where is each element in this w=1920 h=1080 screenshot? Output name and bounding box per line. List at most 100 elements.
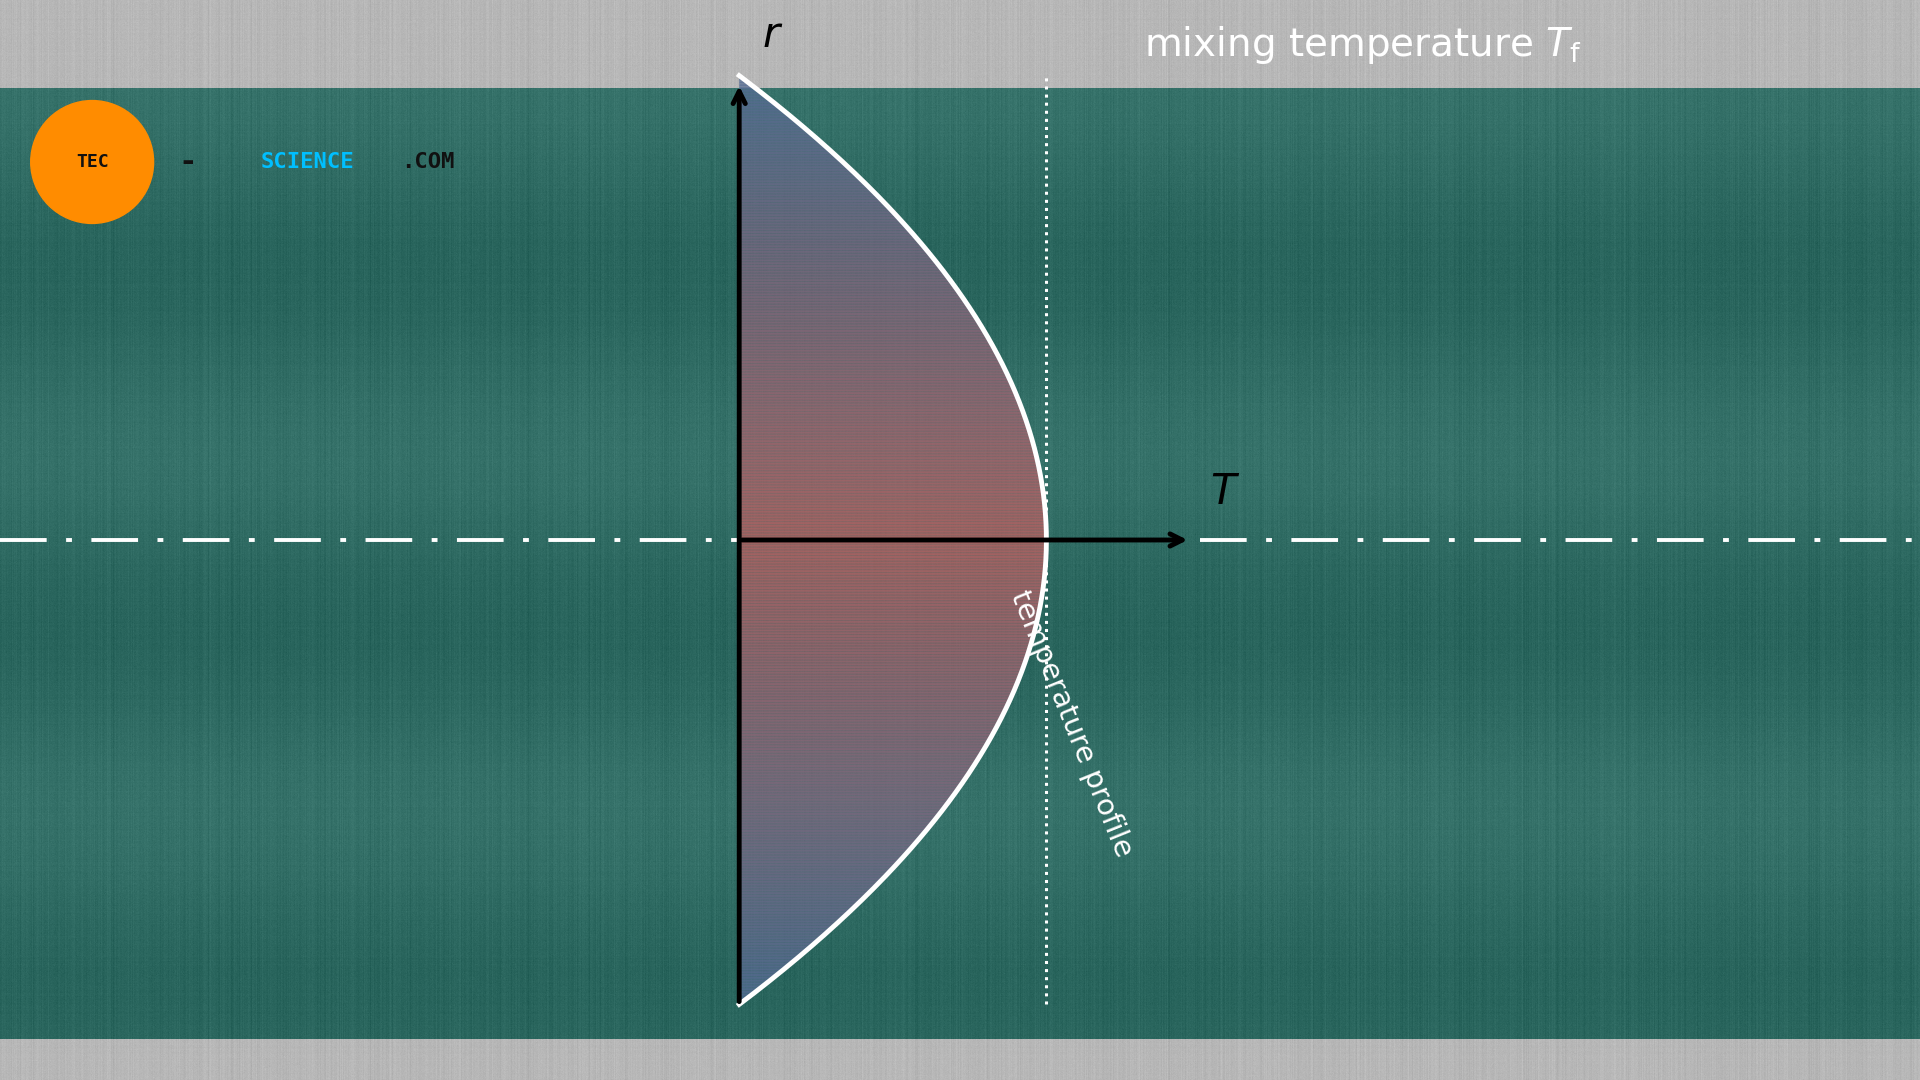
Polygon shape — [739, 872, 891, 873]
Polygon shape — [739, 365, 1004, 366]
Polygon shape — [739, 279, 950, 280]
Polygon shape — [739, 268, 943, 269]
Polygon shape — [739, 323, 981, 325]
Polygon shape — [739, 755, 981, 757]
Polygon shape — [739, 219, 902, 221]
Polygon shape — [739, 480, 1041, 482]
Polygon shape — [739, 636, 1033, 637]
Polygon shape — [739, 608, 1041, 609]
Polygon shape — [739, 123, 801, 125]
Polygon shape — [739, 910, 851, 912]
Polygon shape — [739, 140, 822, 143]
Polygon shape — [739, 523, 1046, 525]
Polygon shape — [739, 283, 954, 284]
Polygon shape — [739, 725, 998, 726]
Polygon shape — [739, 797, 952, 798]
Polygon shape — [739, 550, 1046, 551]
Polygon shape — [739, 432, 1031, 433]
Polygon shape — [739, 273, 947, 275]
Polygon shape — [739, 818, 937, 819]
Polygon shape — [739, 644, 1031, 645]
Polygon shape — [739, 801, 948, 804]
Polygon shape — [739, 747, 985, 750]
Polygon shape — [739, 179, 862, 180]
Polygon shape — [739, 760, 977, 761]
Polygon shape — [739, 211, 893, 212]
Polygon shape — [739, 240, 920, 241]
Polygon shape — [739, 714, 1004, 715]
Polygon shape — [739, 900, 862, 901]
Polygon shape — [739, 1001, 743, 1003]
Polygon shape — [739, 276, 948, 279]
Polygon shape — [739, 375, 1008, 376]
Polygon shape — [739, 618, 1039, 619]
Polygon shape — [739, 541, 1046, 543]
Polygon shape — [739, 598, 1041, 600]
Polygon shape — [739, 808, 945, 809]
Polygon shape — [739, 91, 762, 93]
Polygon shape — [739, 233, 914, 235]
Polygon shape — [739, 944, 814, 946]
Polygon shape — [739, 943, 816, 944]
Polygon shape — [739, 192, 876, 193]
Polygon shape — [739, 926, 835, 927]
Polygon shape — [739, 726, 996, 727]
Polygon shape — [739, 329, 985, 330]
Polygon shape — [739, 251, 927, 252]
Polygon shape — [739, 919, 841, 921]
Polygon shape — [739, 421, 1027, 422]
Polygon shape — [739, 855, 904, 858]
Polygon shape — [739, 254, 931, 255]
Polygon shape — [739, 400, 1020, 401]
Polygon shape — [739, 972, 781, 973]
Polygon shape — [739, 839, 920, 840]
Polygon shape — [739, 875, 887, 876]
Polygon shape — [739, 775, 968, 777]
Polygon shape — [739, 79, 745, 80]
Polygon shape — [739, 514, 1046, 515]
Polygon shape — [739, 593, 1043, 594]
Polygon shape — [739, 882, 879, 883]
Polygon shape — [739, 172, 854, 173]
Polygon shape — [739, 500, 1044, 501]
Polygon shape — [739, 200, 883, 201]
Polygon shape — [739, 325, 981, 326]
Polygon shape — [739, 408, 1021, 410]
Polygon shape — [739, 198, 881, 200]
Polygon shape — [739, 789, 958, 791]
Polygon shape — [739, 307, 970, 308]
Polygon shape — [739, 372, 1006, 373]
Polygon shape — [739, 590, 1043, 591]
Polygon shape — [739, 391, 1016, 393]
Polygon shape — [739, 902, 860, 904]
Polygon shape — [739, 357, 1000, 359]
Polygon shape — [739, 436, 1031, 437]
Polygon shape — [739, 837, 920, 839]
Polygon shape — [739, 604, 1041, 605]
Polygon shape — [739, 577, 1044, 579]
Polygon shape — [739, 805, 947, 807]
Polygon shape — [739, 886, 877, 887]
Polygon shape — [739, 702, 1008, 704]
Polygon shape — [739, 418, 1025, 419]
Polygon shape — [739, 957, 799, 958]
Polygon shape — [739, 354, 998, 355]
Polygon shape — [739, 969, 785, 970]
Polygon shape — [739, 483, 1043, 484]
Polygon shape — [739, 561, 1046, 562]
Polygon shape — [739, 255, 931, 257]
Polygon shape — [739, 539, 1046, 540]
Text: TEC: TEC — [77, 153, 108, 171]
Polygon shape — [739, 873, 889, 875]
Polygon shape — [739, 758, 979, 760]
Polygon shape — [739, 840, 918, 842]
Polygon shape — [739, 937, 822, 940]
Polygon shape — [739, 843, 916, 845]
Polygon shape — [739, 509, 1044, 511]
Polygon shape — [739, 951, 804, 954]
Polygon shape — [739, 153, 835, 154]
Polygon shape — [739, 260, 935, 261]
Polygon shape — [739, 87, 756, 90]
Polygon shape — [739, 632, 1035, 633]
Polygon shape — [739, 151, 833, 153]
